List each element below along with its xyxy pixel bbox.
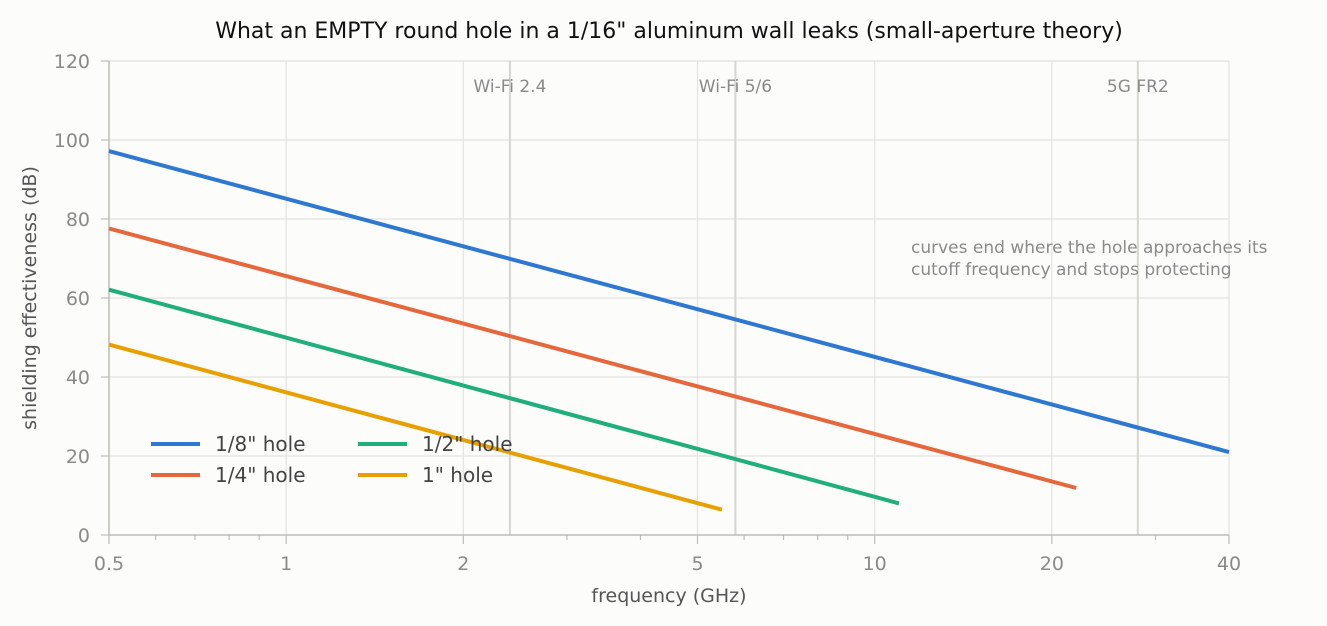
x-tick-label: 0.5: [94, 553, 124, 575]
x-tick-label: 2: [457, 553, 469, 575]
y-axis-title: shielding effectiveness (dB): [19, 166, 41, 430]
legend: 1/8" hole 1/4" hole 1/2" hole 1" hole: [151, 432, 513, 487]
band-marker-label: 5G FR2: [1107, 77, 1169, 97]
axes: 0 20 40 60 80 100 120 0.5 1 2 5 10 20 40: [54, 51, 1241, 575]
series-line: [108, 287, 900, 506]
legend-label: 1/4" hole: [215, 463, 306, 487]
series-line: [108, 226, 1077, 490]
y-tick-label: 100: [54, 130, 90, 152]
x-tick-label: 40: [1217, 553, 1241, 575]
x-tick-label: 20: [1040, 553, 1064, 575]
legend-label: 1/2" hole: [422, 432, 513, 456]
legend-label: 1" hole: [422, 463, 493, 487]
y-tick-label: 40: [66, 367, 90, 389]
y-tick-label: 20: [66, 446, 90, 468]
series-line: [108, 149, 1230, 455]
x-tick-label: 1: [280, 553, 292, 575]
chart-title: What an EMPTY round hole in a 1/16" alum…: [215, 19, 1123, 44]
series-lines: [108, 149, 1230, 512]
band-marker-label: Wi-Fi 5/6: [699, 77, 772, 97]
x-tick-label: 10: [863, 553, 887, 575]
grid: [109, 60, 1230, 535]
y-tick-label: 120: [54, 51, 90, 73]
y-tick-label: 60: [66, 288, 90, 310]
cutoff-annotation: curves end where the hole approaches its…: [911, 238, 1273, 280]
band-marker-label: Wi-Fi 2.4: [473, 77, 546, 97]
frequency-bands: Wi-Fi 2.4 Wi-Fi 5/6 5G FR2: [473, 61, 1169, 535]
x-axis-title: frequency (GHz): [591, 585, 746, 607]
y-tick-label: 0: [78, 525, 90, 547]
annotation-line-2: cutoff frequency and stops protecting: [911, 260, 1232, 280]
series-line: [108, 342, 723, 512]
annotation-line-1: curves end where the hole approaches its: [911, 238, 1268, 258]
y-tick-label: 80: [66, 209, 90, 231]
x-tick-label: 5: [691, 553, 703, 575]
legend-label: 1/8" hole: [215, 432, 306, 456]
